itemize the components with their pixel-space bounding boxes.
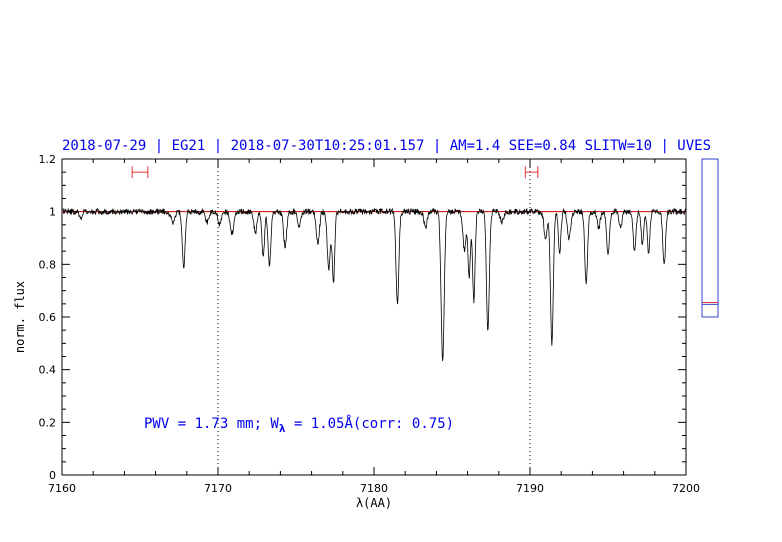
y-tick-label: 0.2 [39, 416, 57, 429]
x-tick-label: 7190 [516, 482, 544, 495]
x-tick-label: 7200 [672, 482, 700, 495]
y-tick-label: 0.4 [39, 364, 57, 377]
x-tick-label: 7180 [360, 482, 388, 495]
side-bar-frame [701, 158, 719, 318]
chart-title: 2018-07-29 | EG21 | 2018-07-30T10:25:01.… [62, 138, 711, 154]
x-tick-label: 7170 [204, 482, 232, 495]
pwv-annotation: PWV = 1.73 mm; Wλ = 1.05Å(corr: 0.75) [144, 415, 454, 435]
spectrum-line [61, 207, 687, 362]
y-tick-label: 1 [49, 206, 56, 219]
continuum-windows [131, 166, 539, 179]
y-tick-label: 1.2 [39, 153, 57, 166]
pwv-annotation-prefix: PWV = 1.73 mm; W [144, 416, 279, 432]
pwv-annotation-suffix: = 1.05Å(corr: 0.75) [285, 415, 454, 432]
spectrum-line-group [61, 207, 687, 362]
x-axis-ticks: 7160 7170 7180 7190 7200 [48, 159, 700, 495]
y-axis-label: norm. flux [13, 281, 27, 353]
x-axis-label: λ(AA) [356, 496, 392, 510]
pwv-annotation-subscript: λ [279, 422, 286, 435]
y-axis-ticks: 0 0.2 0.4 0.6 0.8 1 1.2 [39, 153, 686, 482]
y-tick-label: 0.8 [39, 258, 57, 271]
y-tick-label: 0 [49, 469, 56, 482]
side-bar-indicator [701, 158, 719, 318]
y-tick-label: 0.6 [39, 311, 57, 324]
x-tick-label: 7160 [48, 482, 76, 495]
